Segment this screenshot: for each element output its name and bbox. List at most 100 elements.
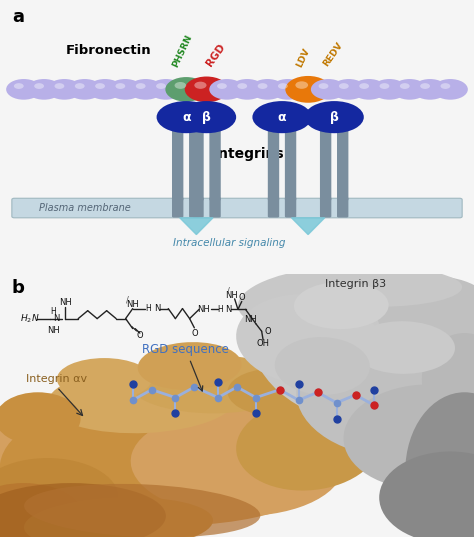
Text: NH: NH (198, 305, 210, 314)
Ellipse shape (57, 358, 152, 400)
Text: Intracellular signaling: Intracellular signaling (173, 238, 286, 248)
Text: Integrins: Integrins (214, 147, 284, 161)
Text: β: β (202, 111, 211, 124)
Circle shape (311, 79, 346, 100)
Ellipse shape (236, 294, 380, 385)
Text: NH: NH (225, 291, 237, 300)
Ellipse shape (130, 355, 296, 413)
Text: RGD: RGD (205, 42, 228, 68)
Circle shape (380, 83, 389, 89)
Circle shape (165, 77, 207, 101)
Ellipse shape (236, 400, 380, 490)
Circle shape (331, 79, 366, 100)
Text: Fibronectin: Fibronectin (66, 43, 152, 57)
Ellipse shape (0, 483, 166, 537)
Ellipse shape (422, 333, 474, 425)
Text: Integrin αv: Integrin αv (26, 374, 87, 384)
Text: O: O (137, 331, 143, 340)
Text: H: H (145, 304, 151, 313)
Circle shape (6, 79, 41, 100)
Text: /: / (227, 286, 230, 295)
Ellipse shape (275, 337, 370, 395)
Circle shape (116, 83, 125, 89)
FancyBboxPatch shape (320, 197, 331, 217)
Circle shape (194, 82, 207, 89)
Text: Plasma membrane: Plasma membrane (39, 203, 131, 213)
Ellipse shape (344, 384, 474, 490)
Ellipse shape (177, 101, 236, 133)
Circle shape (55, 83, 64, 89)
Circle shape (67, 79, 102, 100)
Circle shape (278, 83, 288, 89)
Text: NH: NH (59, 298, 72, 307)
Ellipse shape (228, 368, 322, 416)
Circle shape (174, 82, 186, 89)
Text: NH: NH (47, 326, 59, 335)
Ellipse shape (351, 321, 455, 374)
Circle shape (210, 79, 245, 100)
Polygon shape (292, 218, 325, 235)
FancyBboxPatch shape (189, 130, 201, 201)
Ellipse shape (0, 458, 118, 537)
Ellipse shape (296, 267, 462, 307)
Text: NH: NH (244, 315, 256, 324)
FancyBboxPatch shape (12, 198, 462, 218)
Circle shape (433, 79, 468, 100)
Circle shape (185, 76, 228, 102)
Circle shape (75, 83, 85, 89)
Text: α: α (278, 111, 286, 124)
FancyBboxPatch shape (285, 197, 296, 217)
FancyBboxPatch shape (172, 130, 183, 201)
FancyBboxPatch shape (320, 130, 331, 201)
Text: O: O (238, 293, 245, 302)
Ellipse shape (405, 392, 474, 537)
Text: RGD sequence: RGD sequence (142, 343, 229, 391)
FancyBboxPatch shape (337, 197, 348, 217)
Text: O: O (191, 329, 198, 338)
Circle shape (412, 79, 447, 100)
Text: REDV: REDV (321, 41, 344, 68)
Text: H: H (218, 305, 223, 314)
Ellipse shape (0, 412, 190, 530)
Ellipse shape (24, 484, 260, 537)
Ellipse shape (0, 392, 81, 445)
Circle shape (400, 83, 410, 89)
Text: $H_2N$: $H_2N$ (20, 313, 39, 325)
Text: NH: NH (127, 300, 139, 309)
Circle shape (47, 79, 82, 100)
Polygon shape (180, 218, 213, 235)
Circle shape (285, 76, 331, 103)
Circle shape (87, 79, 122, 100)
Ellipse shape (251, 254, 474, 425)
FancyBboxPatch shape (210, 197, 221, 217)
Ellipse shape (131, 410, 343, 516)
Circle shape (339, 83, 349, 89)
Ellipse shape (294, 282, 389, 329)
Text: LDV: LDV (295, 46, 312, 68)
Circle shape (27, 79, 62, 100)
Circle shape (156, 83, 166, 89)
Circle shape (108, 79, 143, 100)
FancyBboxPatch shape (192, 130, 204, 201)
Ellipse shape (138, 342, 241, 390)
FancyBboxPatch shape (268, 130, 279, 201)
Ellipse shape (252, 101, 312, 133)
Circle shape (270, 79, 305, 100)
Circle shape (95, 83, 105, 89)
Circle shape (319, 83, 328, 89)
Text: a: a (12, 9, 24, 26)
Ellipse shape (377, 277, 474, 350)
Text: /: / (126, 295, 128, 304)
Circle shape (128, 79, 163, 100)
FancyBboxPatch shape (210, 130, 221, 201)
Ellipse shape (47, 367, 237, 433)
Circle shape (229, 79, 264, 100)
FancyBboxPatch shape (268, 197, 279, 217)
Circle shape (372, 79, 407, 100)
Circle shape (148, 79, 183, 100)
Circle shape (136, 83, 146, 89)
FancyBboxPatch shape (192, 197, 204, 217)
Text: N: N (154, 304, 160, 313)
FancyBboxPatch shape (337, 130, 348, 201)
Text: α: α (182, 111, 191, 124)
